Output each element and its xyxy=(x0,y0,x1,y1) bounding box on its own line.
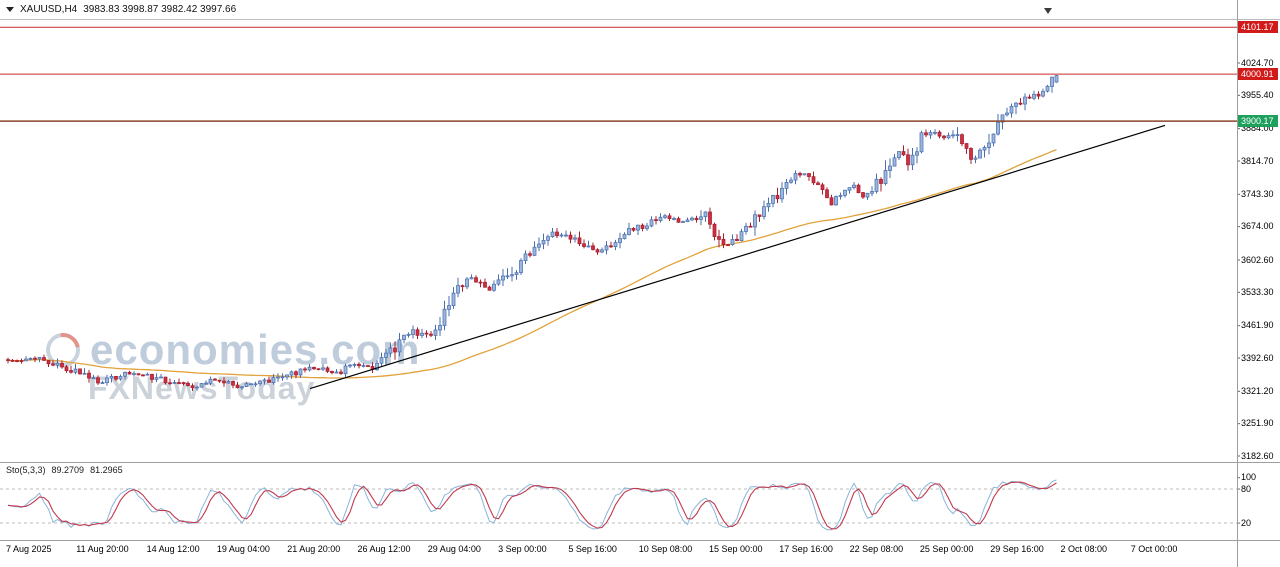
price-line-badge: 3900.17 xyxy=(1238,115,1278,128)
price-axis-tick: 3392.60 xyxy=(1241,352,1274,363)
time-axis-label: 21 Aug 20:00 xyxy=(287,544,341,554)
candles-series xyxy=(6,75,1059,391)
ohlc-values: 3983.83 3998.87 3982.42 3997.66 xyxy=(83,4,237,15)
trendline[interactable] xyxy=(309,124,1166,390)
price-axis-tick: 3321.20 xyxy=(1241,385,1274,396)
time-axis-label: 10 Sep 08:00 xyxy=(638,544,693,554)
symbol-timeframe: XAUUSD,H4 xyxy=(20,4,78,15)
stochastic-k-line xyxy=(7,479,1057,531)
price-axis-tick: 3533.30 xyxy=(1241,286,1274,297)
price-axis-tick: 3182.60 xyxy=(1241,450,1274,461)
price-axis-tick: 3955.40 xyxy=(1241,89,1274,100)
time-axis-label: 29 Aug 04:00 xyxy=(427,544,481,554)
time-axis-label: 7 Aug 2025 xyxy=(6,544,52,554)
price-axis-tick: 4024.70 xyxy=(1241,57,1274,68)
time-axis-label: 17 Sep 16:00 xyxy=(779,544,833,554)
time-axis-label: 29 Sep 16:00 xyxy=(990,544,1044,554)
time-axis[interactable]: 7 Aug 2025 11 Aug 20:00 14 Aug 12:00 19 Aug… xyxy=(0,541,1237,559)
price-axis[interactable]: 4024.70 3955.40 3884.00 3814.70 3743.30 3674.… xyxy=(1241,0,1280,567)
moving-average-line xyxy=(7,148,1057,379)
price-axis-tick: 3814.70 xyxy=(1241,155,1274,166)
stochastic-d-line xyxy=(7,481,1057,530)
indicator-axis-tick: 80 xyxy=(1241,483,1252,494)
price-axis-tick: 3251.90 xyxy=(1241,418,1274,429)
time-axis-label: 25 Sep 00:00 xyxy=(919,544,974,554)
price-axis-tick: 3884.00 xyxy=(1241,123,1274,134)
indicator-axis[interactable]: 100 80 20 xyxy=(1241,0,1280,567)
indicator-axis-tick: 20 xyxy=(1241,517,1252,528)
price-axis-tick: 3602.60 xyxy=(1241,254,1274,265)
time-axis-label: 2 Oct 08:00 xyxy=(1060,544,1108,554)
indicator-value-k: 89.2709 xyxy=(51,465,85,475)
price-axis-tick: 3674.00 xyxy=(1241,221,1274,232)
time-axis-label: 11 Aug 20:00 xyxy=(76,544,129,554)
price-line-badges: 4101.17 4000.91 3900.17 xyxy=(1238,0,1280,567)
price-axis-tick: 3461.90 xyxy=(1241,320,1274,331)
indicator-value-d: 81.2965 xyxy=(90,465,123,475)
indicator-label: Sto(5,3,3) 89.2709 81.2965 xyxy=(6,465,123,475)
time-axis-label: 14 Aug 12:00 xyxy=(146,544,200,554)
time-axis-label: 15 Sep 00:00 xyxy=(709,544,763,554)
time-axis-label: 22 Sep 08:00 xyxy=(849,544,904,554)
price-axis-tick: 3743.30 xyxy=(1241,188,1274,199)
time-axis-label: 19 Aug 04:00 xyxy=(216,544,270,554)
price-line-badge: 4000.91 xyxy=(1238,68,1278,81)
time-axis-label: 7 Oct 00:00 xyxy=(1130,544,1178,554)
time-axis-label: 26 Aug 12:00 xyxy=(357,544,411,554)
price-line-badge: 4101.17 xyxy=(1238,21,1278,34)
indicator-axis-tick: 100 xyxy=(1241,472,1257,483)
chart-ohlc-readout: XAUUSD,H4 3983.83 3998.87 3982.42 3997.6… xyxy=(6,4,236,15)
time-axis-label: 3 Sep 00:00 xyxy=(498,544,547,554)
chart-shift-marker-icon xyxy=(1044,8,1052,14)
time-axis-label: 5 Sep 16:00 xyxy=(568,544,617,554)
symbol-dropdown-icon[interactable] xyxy=(6,7,14,12)
indicator-name: Sto(5,3,3) xyxy=(6,465,46,475)
